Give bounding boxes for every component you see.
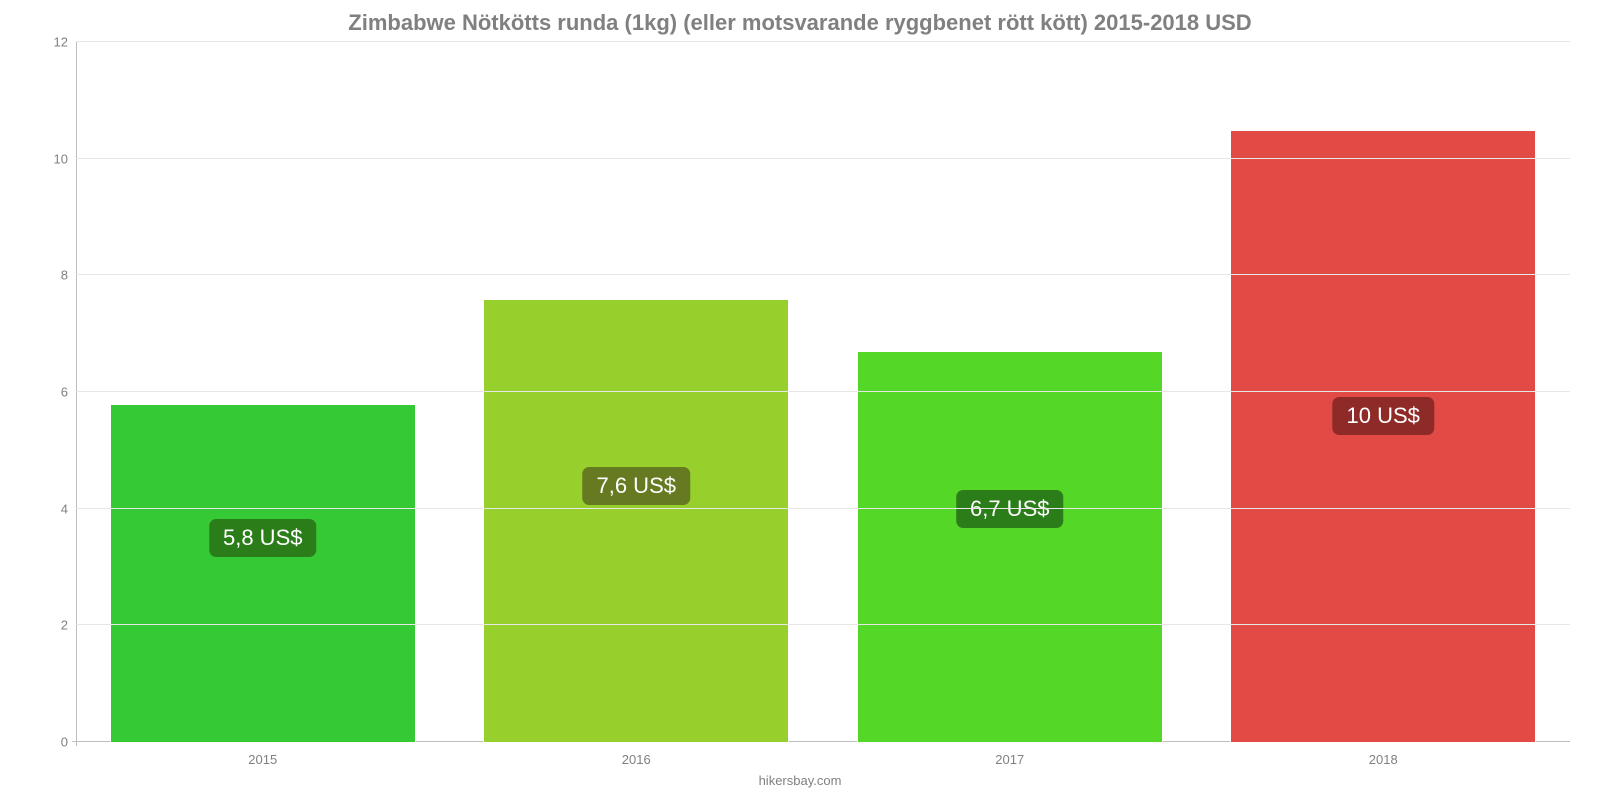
bar: 6,7 US$ xyxy=(857,351,1163,742)
y-tick: 0 xyxy=(61,735,68,750)
grid-line xyxy=(76,508,1570,509)
chart-title: Zimbabwe Nötkötts runda (1kg) (eller mot… xyxy=(30,10,1570,36)
bar: 5,8 US$ xyxy=(110,404,416,742)
grid-line xyxy=(76,158,1570,159)
chart-container: Zimbabwe Nötkötts runda (1kg) (eller mot… xyxy=(0,0,1600,800)
y-tick: 6 xyxy=(61,385,68,400)
attribution: hikersbay.com xyxy=(30,773,1570,788)
bar-slot: 10 US$ xyxy=(1197,42,1571,742)
grid-line xyxy=(76,624,1570,625)
grid-line xyxy=(76,41,1570,42)
grid-line xyxy=(76,391,1570,392)
x-tick: 2018 xyxy=(1197,752,1571,767)
bar-value-label: 7,6 US$ xyxy=(582,467,690,505)
y-tick: 4 xyxy=(61,501,68,516)
bar-value-label: 5,8 US$ xyxy=(209,519,317,557)
bar: 10 US$ xyxy=(1230,130,1536,743)
plot-area: 5,8 US$ 7,6 US$ 6,7 US$ 10 US$ xyxy=(76,42,1570,742)
y-tick: 10 xyxy=(54,151,68,166)
x-tick: 2015 xyxy=(76,752,450,767)
chart-body: 024681012 5,8 US$7,6 US$6,7 US$10 US$ xyxy=(30,42,1570,742)
bar-slot: 5,8 US$ xyxy=(76,42,450,742)
x-tick: 2017 xyxy=(823,752,1197,767)
bar-slot: 7,6 US$ xyxy=(450,42,824,742)
bar: 7,6 US$ xyxy=(483,299,789,742)
bar-value-label: 6,7 US$ xyxy=(956,490,1064,528)
y-tick: 12 xyxy=(54,35,68,50)
bars-group: 5,8 US$ 7,6 US$ 6,7 US$ 10 US$ xyxy=(76,42,1570,742)
x-tick: 2016 xyxy=(450,752,824,767)
bar-value-label: 10 US$ xyxy=(1333,397,1434,435)
y-tick: 2 xyxy=(61,618,68,633)
x-axis: 2015201620172018 xyxy=(76,752,1570,767)
bar-slot: 6,7 US$ xyxy=(823,42,1197,742)
y-tick: 8 xyxy=(61,268,68,283)
y-axis: 024681012 xyxy=(30,42,76,742)
grid-line xyxy=(76,274,1570,275)
